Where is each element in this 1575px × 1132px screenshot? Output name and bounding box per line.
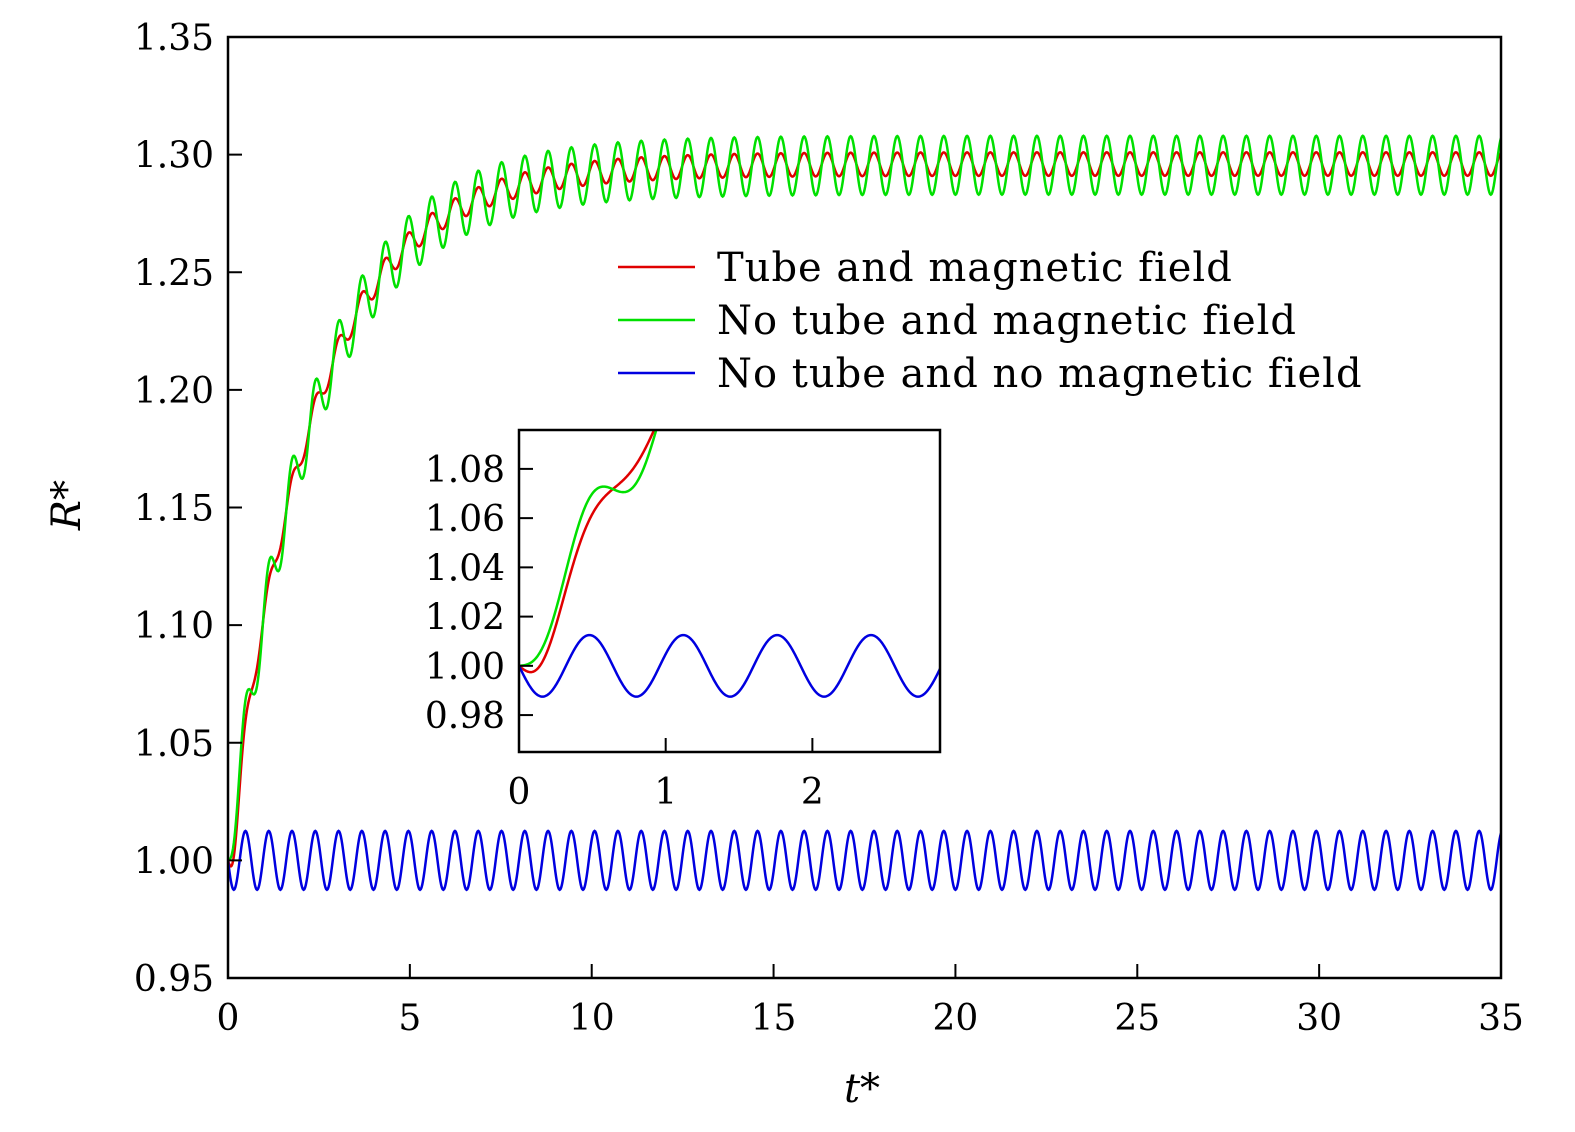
inset-x-tick-label: 1 — [654, 772, 677, 813]
main-series — [228, 134, 1501, 892]
inset-y-tick-label: 1.02 — [425, 598, 505, 639]
y-axis-label: R* — [44, 480, 90, 531]
inset-series-line-0 — [519, 430, 656, 674]
inset-background — [519, 430, 940, 752]
x-tick-label: 20 — [933, 998, 979, 1039]
y-tick-label: 1.05 — [134, 724, 214, 765]
x-tick-label: 35 — [1478, 998, 1524, 1039]
inset-series-line-1 — [519, 430, 658, 668]
series-line-2 — [228, 829, 1501, 892]
y-tick-label: 1.25 — [134, 253, 214, 294]
legend: Tube and magnetic field No tube and magn… — [618, 245, 1363, 397]
inset-y-tick-label: 0.98 — [425, 696, 505, 737]
inset-y-tick-label: 1.08 — [425, 450, 505, 491]
x-tick-label: 10 — [569, 998, 615, 1039]
x-tick-label: 25 — [1114, 998, 1160, 1039]
y-tick-label: 1.10 — [134, 606, 214, 647]
y-tick-label: 0.95 — [134, 959, 214, 1000]
inset: 0 1 2 0.98 1.00 1.02 1.04 1.06 1.08 — [425, 428, 942, 813]
y-tick-label: 1.35 — [134, 18, 214, 59]
x-tick-label: 30 — [1296, 998, 1342, 1039]
inset-series-line-2 — [519, 633, 940, 698]
series-line-1 — [228, 134, 1501, 862]
x-axis-label: t* — [844, 1066, 880, 1112]
x-tick-label: 5 — [398, 998, 421, 1039]
y-tick-label: 1.00 — [134, 841, 214, 882]
inset-series — [519, 430, 940, 698]
inset-y-tick-label: 1.06 — [425, 499, 505, 540]
inset-y-tick-label: 1.04 — [425, 548, 505, 589]
inset-axes: 0 1 2 0.98 1.00 1.02 1.04 1.06 1.08 — [425, 450, 824, 813]
legend-label: No tube and no magnetic field — [717, 351, 1363, 397]
y-tick-label: 1.20 — [134, 371, 214, 412]
legend-label: No tube and magnetic field — [717, 298, 1297, 344]
inset-y-tick-label: 1.00 — [425, 647, 505, 688]
y-tick-label: 1.30 — [134, 136, 214, 177]
inset-x-tick-label: 0 — [508, 772, 531, 813]
inset-x-tick-label: 2 — [801, 772, 824, 813]
x-tick-label: 0 — [217, 998, 240, 1039]
legend-label: Tube and magnetic field — [717, 245, 1233, 291]
x-tick-label: 15 — [751, 998, 797, 1039]
main-axes: 0 5 10 15 20 25 30 350.951.001.051.101.151.201.… — [134, 18, 1524, 1039]
y-tick-label: 1.15 — [134, 489, 214, 530]
inset-frame — [517, 428, 942, 754]
